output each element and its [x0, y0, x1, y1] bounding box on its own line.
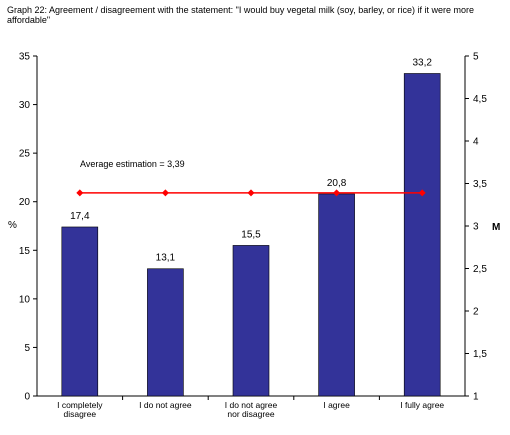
bar — [147, 268, 184, 397]
average-point — [161, 189, 169, 197]
bar — [318, 193, 355, 397]
y-tick-label: 25 — [19, 149, 31, 160]
y-axis-label: % — [8, 220, 17, 231]
chart-axes: 0 5 10 15 20 25 30 35 1 1,5 2 2,5 3 3,5 4 4,5 5% M — [8, 52, 500, 403]
y2-tick-label: 1,5 — [473, 349, 487, 360]
y-tick-label: 30 — [19, 100, 31, 111]
bar-data-label: 20,8 — [327, 178, 347, 189]
y-tick-label: 5 — [24, 343, 30, 354]
y2-tick-label: 1 — [473, 392, 479, 403]
y2-tick-label: 3,5 — [473, 179, 487, 190]
y-tick-label: 0 — [24, 392, 30, 403]
y-tick-label: 20 — [19, 197, 31, 208]
average-point — [247, 189, 255, 197]
bar — [403, 73, 441, 397]
y2-tick-label: 2 — [473, 307, 479, 318]
y2-tick-label: 4 — [473, 137, 479, 148]
chart-title: Graph 22: Agreement / disagreement with … — [7, 5, 475, 25]
bar-data-label: 13,1 — [156, 253, 176, 264]
x-category-label: I agree — [323, 400, 350, 410]
bars-group — [61, 73, 441, 397]
y2-axis-label: M — [492, 222, 500, 233]
bar — [232, 245, 270, 397]
average-line-group — [76, 189, 426, 197]
bar-data-label: 17,4 — [70, 211, 90, 222]
bar-data-label: 15,5 — [241, 229, 261, 240]
bar — [61, 226, 99, 397]
x-category-label: I do not agree — [139, 400, 192, 410]
average-annotation: Average estimation = 3,39 — [80, 159, 185, 169]
average-point — [418, 189, 426, 197]
average-point — [333, 189, 341, 197]
y2-tick-label: 5 — [473, 52, 479, 63]
y2-tick-label: 4,5 — [473, 94, 487, 105]
y2-tick-label: 3 — [473, 222, 479, 233]
y-tick-label: 15 — [19, 246, 31, 257]
x-category-label: I fully agree — [400, 400, 444, 410]
y-tick-label: 10 — [19, 294, 31, 305]
x-category-label: I do not agree — [225, 400, 278, 410]
average-point — [76, 189, 84, 197]
x-category-label: disagree — [63, 409, 96, 419]
x-category-label: nor disagree — [227, 409, 275, 419]
x-category-label: I completely — [57, 400, 103, 410]
bar-data-label: 33,2 — [412, 57, 432, 68]
y2-tick-label: 2,5 — [473, 264, 487, 275]
y-tick-label: 35 — [19, 52, 31, 63]
